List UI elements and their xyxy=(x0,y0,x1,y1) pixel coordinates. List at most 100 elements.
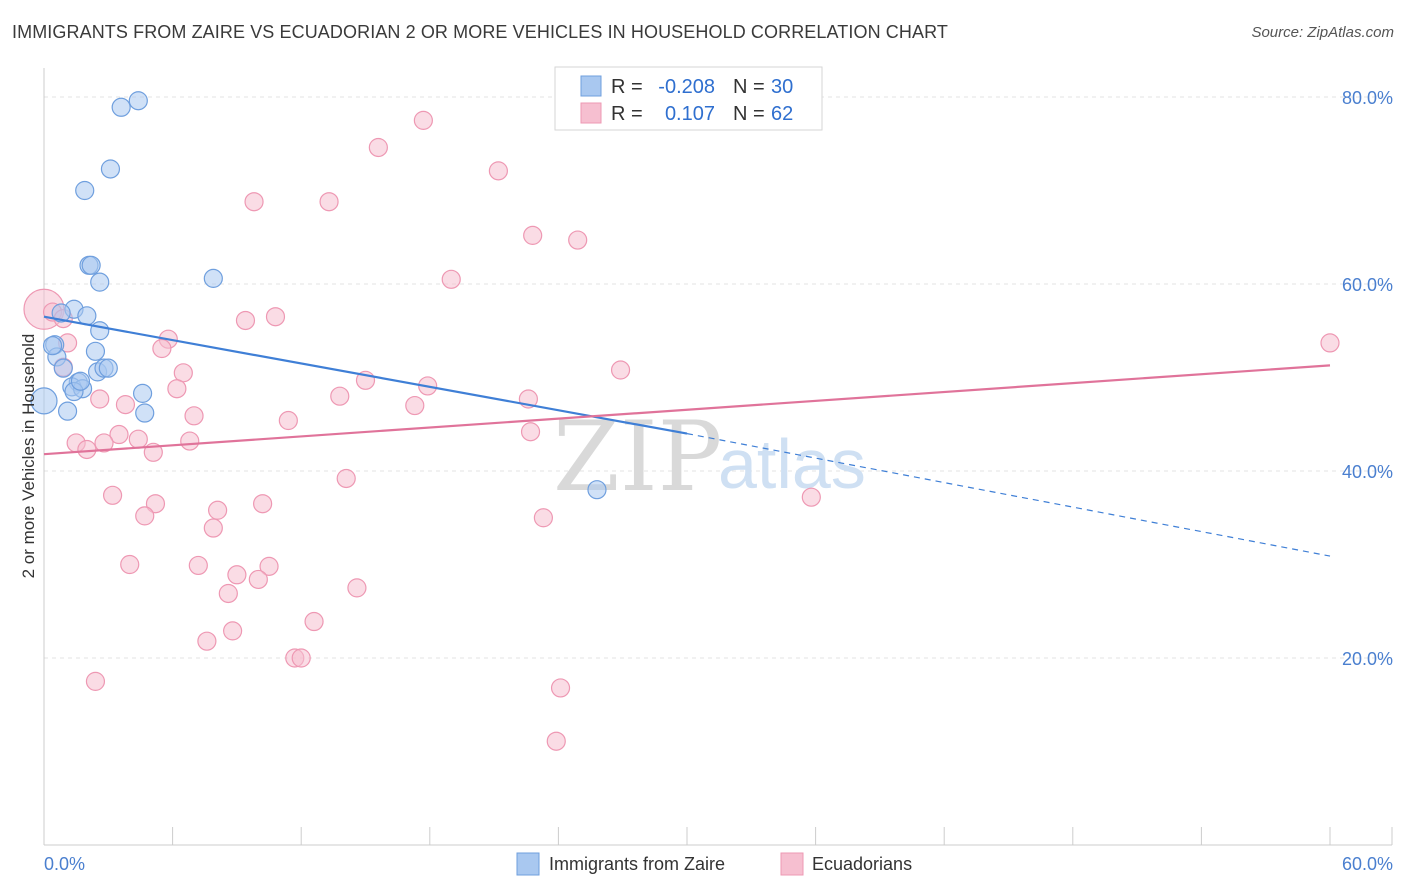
data-point-zaire xyxy=(203,268,223,288)
legend-swatch-zaire[interactable] xyxy=(516,852,540,876)
y-tick-label: 20.0% xyxy=(1342,649,1393,669)
data-point-ecuadorians xyxy=(253,494,273,514)
y-tick-label: 40.0% xyxy=(1342,462,1393,482)
y-tick-label: 60.0% xyxy=(1342,275,1393,295)
data-point-ecuadorians xyxy=(77,439,97,460)
data-point-ecuadorians xyxy=(235,310,256,331)
data-point-ecuadorians xyxy=(109,424,129,445)
data-point-ecuadorians xyxy=(278,410,298,431)
stats-r-value-pink: 0.107 xyxy=(665,103,715,125)
data-point-ecuadorians xyxy=(244,192,264,212)
data-point-zaire xyxy=(85,341,106,361)
data-point-zaire xyxy=(90,321,110,341)
data-point-zaire xyxy=(77,306,97,326)
data-point-zaire xyxy=(90,272,110,292)
data-point-ecuadorians xyxy=(405,395,425,416)
data-point-ecuadorians xyxy=(550,678,571,698)
data-point-ecuadorians xyxy=(291,648,311,668)
data-point-ecuadorians xyxy=(546,731,566,751)
legend-label-ecuadorians[interactable]: Ecuadorians xyxy=(812,854,912,874)
data-point-ecuadorians xyxy=(145,494,166,514)
data-point-ecuadorians xyxy=(304,611,324,632)
data-point-ecuadorians xyxy=(218,583,238,604)
data-point-ecuadorians xyxy=(203,518,223,538)
stats-swatch-blue xyxy=(580,75,602,97)
data-point-zaire xyxy=(587,480,607,500)
data-point-ecuadorians xyxy=(85,671,106,691)
data-point-zaire xyxy=(42,336,63,356)
data-point-zaire xyxy=(51,303,71,323)
data-point-ecuadorians xyxy=(102,485,123,505)
data-point-ecuadorians xyxy=(115,395,136,415)
data-point-ecuadorians xyxy=(610,360,631,380)
data-point-zaire xyxy=(81,255,101,275)
data-point-zaire xyxy=(70,371,91,391)
stats-r-label-blue: R = xyxy=(611,76,643,98)
source-label: Source: ZipAtlas.com xyxy=(1251,24,1394,41)
data-point-ecuadorians xyxy=(208,500,228,520)
data-point-ecuadorians xyxy=(167,379,187,399)
stats-n-value-blue: 30 xyxy=(771,76,793,98)
stats-n-label-pink: N = xyxy=(733,103,765,125)
watermark: ZIP atlas xyxy=(553,401,866,513)
data-point-ecuadorians xyxy=(441,269,461,289)
data-point-ecuadorians xyxy=(223,621,243,641)
y-tick-label: 80.0% xyxy=(1342,88,1393,108)
axes xyxy=(43,68,1393,846)
data-point-ecuadorians xyxy=(523,225,543,245)
stats-box: R = -0.208 N = 30 R = 0.107 N = 62 xyxy=(554,66,823,131)
data-point-ecuadorians xyxy=(90,389,110,409)
legend-swatch-ecuadorians[interactable] xyxy=(780,852,804,876)
data-point-ecuadorians xyxy=(180,431,200,451)
data-point-ecuadorians xyxy=(94,433,114,453)
data-point-ecuadorians xyxy=(330,386,350,406)
x-tick-label: 0.0% xyxy=(44,854,85,874)
legend: Immigrants from Zaire Ecuadorians xyxy=(516,852,912,876)
data-point-zaire xyxy=(57,401,78,421)
x-tick-labels: 0.0% 60.0% xyxy=(44,854,1393,874)
data-point-ecuadorians xyxy=(128,429,148,449)
chart-title: IMMIGRANTS FROM ZAIRE VS ECUADORIAN 2 OR… xyxy=(12,22,948,42)
data-point-zaire xyxy=(30,387,58,415)
data-point-ecuadorians xyxy=(152,338,172,359)
watermark-zip: ZIP xyxy=(553,401,722,513)
stats-r-value-blue: -0.208 xyxy=(658,76,715,98)
trend-lines xyxy=(43,315,1331,557)
data-point-zaire xyxy=(135,403,155,423)
grid-lines xyxy=(44,96,1392,659)
stats-n-label-blue: N = xyxy=(733,76,765,98)
data-point-ecuadorians xyxy=(319,192,339,212)
y-axis-label: 2 or more Vehicles in Household xyxy=(19,334,38,579)
data-point-ecuadorians xyxy=(188,555,208,576)
data-point-ecuadorians xyxy=(568,230,588,250)
data-point-ecuadorians xyxy=(265,307,286,327)
data-point-ecuadorians xyxy=(259,556,279,576)
data-point-ecuadorians xyxy=(520,422,541,442)
data-point-ecuadorians xyxy=(248,569,268,590)
data-point-ecuadorians xyxy=(336,468,356,489)
trend-line-ecuadorians xyxy=(43,364,1331,456)
legend-label-zaire[interactable]: Immigrants from Zaire xyxy=(549,854,725,874)
data-point-ecuadorians xyxy=(347,578,367,598)
data-point-ecuadorians xyxy=(227,565,247,585)
data-point-ecuadorians xyxy=(368,137,388,158)
data-point-zaire xyxy=(111,97,131,117)
data-point-ecuadorians xyxy=(135,506,155,526)
data-point-zaire xyxy=(75,180,95,201)
data-point-ecuadorians xyxy=(533,508,553,528)
y-tick-labels: 20.0% 40.0% 60.0% 80.0% xyxy=(1342,88,1393,669)
stats-n-value-pink: 62 xyxy=(771,103,793,125)
data-point-ecuadorians xyxy=(1320,333,1340,353)
data-point-ecuadorians xyxy=(488,161,508,181)
data-point-zaire xyxy=(132,383,153,403)
stats-r-label-pink: R = xyxy=(611,103,643,125)
x-tick-label: 60.0% xyxy=(1342,854,1393,874)
trend-line-zaire xyxy=(43,315,688,435)
watermark-atlas: atlas xyxy=(718,425,866,503)
data-point-zaire xyxy=(100,159,121,179)
stats-swatch-pink xyxy=(580,102,602,124)
data-point-zaire xyxy=(128,91,148,111)
data-point-zaire xyxy=(98,358,118,378)
data-point-zaire xyxy=(53,358,73,378)
